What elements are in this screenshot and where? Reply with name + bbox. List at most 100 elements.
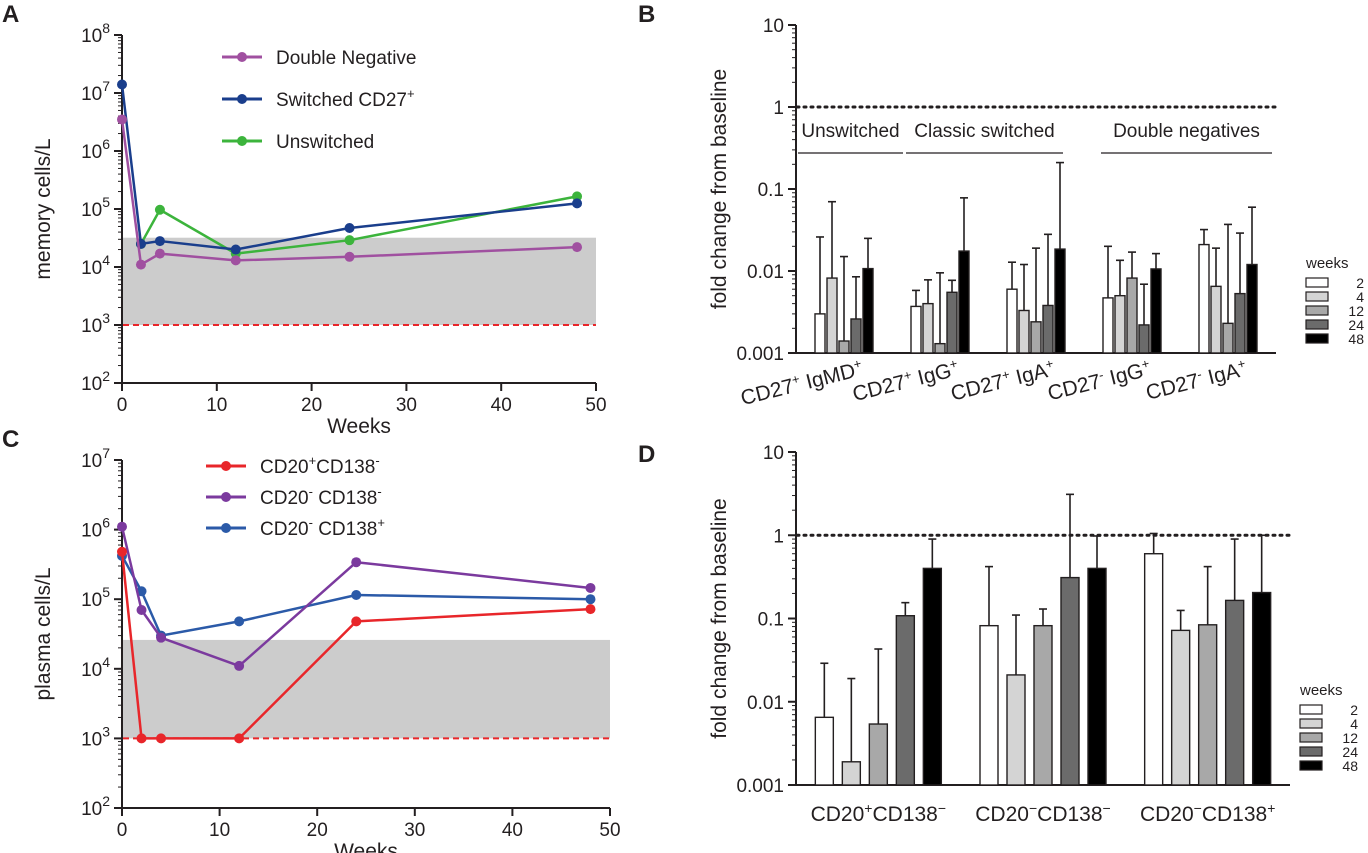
- legend-text-a: CD20: [260, 519, 309, 540]
- data-point: [154, 204, 165, 215]
- bar: [1170, 629, 1191, 786]
- y-tick-base: 10: [81, 374, 102, 395]
- category-sup: +: [902, 367, 913, 383]
- category-sup: +: [852, 356, 863, 372]
- y-tick-base: 10: [81, 660, 102, 681]
- x-category-label: CD20+CD138−: [811, 800, 946, 826]
- legend-label: 24: [1348, 317, 1364, 333]
- legend-text-sup: +: [407, 86, 415, 101]
- x-category-label: CD20−CD138+: [1140, 800, 1275, 826]
- data-point: [585, 582, 596, 593]
- y-tick-label: 0.01: [747, 262, 784, 283]
- y-tick-base: 10: [81, 316, 102, 337]
- data-point: [117, 521, 127, 532]
- y-tick-label: 10: [763, 16, 784, 37]
- bar: [1042, 304, 1054, 354]
- bar: [862, 267, 874, 354]
- legend-text-a: CD20: [260, 457, 309, 478]
- group-label: Classic switched: [914, 121, 1054, 142]
- category-sup: +: [1236, 356, 1247, 372]
- bar: [1102, 297, 1114, 354]
- data-point: [156, 632, 167, 643]
- bar: [1150, 268, 1162, 354]
- data-point: [117, 114, 127, 125]
- y-tick-exponent: 3: [102, 310, 110, 326]
- category-text-mid: IgG: [1102, 359, 1146, 391]
- bar: [1251, 591, 1272, 786]
- data-point: [156, 733, 167, 744]
- legend-swatch: [1299, 718, 1323, 729]
- legend-label: 12: [1342, 730, 1358, 746]
- y-tick-label: 0.01: [747, 693, 784, 714]
- legend-text-sup-b: -: [377, 484, 381, 499]
- legend-label: 4: [1356, 289, 1364, 305]
- x-tick-label: 20: [307, 820, 328, 841]
- legend-label: 48: [1348, 331, 1364, 347]
- data-point: [351, 616, 362, 627]
- data-point: [154, 236, 165, 247]
- bar: [1033, 624, 1053, 786]
- reference-band: [123, 639, 610, 739]
- y-tick-exponent: 4: [102, 252, 110, 268]
- y-tick-exponent: 2: [102, 368, 110, 384]
- bar: [1060, 576, 1080, 786]
- legend-marker: [237, 94, 247, 104]
- x-tick-label: 10: [206, 395, 227, 416]
- data-point: [585, 604, 596, 615]
- y-tick-base: 10: [81, 84, 102, 105]
- y-tick-label: 107: [81, 78, 110, 105]
- legend-text-b: CD138: [313, 519, 377, 540]
- y-tick-exponent: 6: [102, 136, 110, 152]
- x-tick-label: 10: [209, 820, 230, 841]
- data-point: [572, 242, 583, 253]
- bar: [826, 277, 838, 354]
- bar: [934, 342, 946, 354]
- data-point: [572, 191, 583, 202]
- legend-swatch: [1305, 319, 1329, 330]
- y-tick-label: 108: [81, 20, 110, 47]
- bar: [868, 723, 889, 786]
- data-point: [117, 79, 127, 90]
- y-tick-label: 1: [773, 526, 784, 547]
- y-tick-label: 102: [81, 793, 110, 820]
- x-tick-label: 50: [599, 820, 620, 841]
- category-text-mid: IgG: [910, 359, 954, 391]
- legend-swatch: [1305, 305, 1329, 316]
- data-point: [234, 733, 245, 744]
- bar: [1234, 292, 1246, 354]
- legend-text-sup-b: -: [375, 453, 379, 468]
- category-text: CD27: [850, 371, 908, 406]
- category-sup: +: [1044, 356, 1055, 372]
- bar: [1224, 599, 1245, 786]
- bar: [1114, 294, 1126, 354]
- category-sup: +: [1140, 356, 1151, 372]
- category-sup-a: −: [1194, 800, 1202, 816]
- y-axis-title: fold change from baseline: [708, 498, 731, 739]
- bar: [1087, 567, 1107, 786]
- y-tick-exponent: 7: [102, 78, 110, 94]
- y-tick-exponent: 5: [102, 194, 110, 210]
- x-tick-label: 20: [301, 395, 322, 416]
- category-text-mid: IgA: [1200, 359, 1242, 390]
- bar: [1246, 263, 1258, 354]
- y-tick-label: 104: [81, 252, 110, 279]
- category-text-b: CD138: [872, 803, 937, 826]
- legend-text-a: CD20: [260, 488, 309, 509]
- y-tick-exponent: 3: [102, 723, 110, 739]
- data-point: [136, 604, 147, 615]
- panel-b-bar-chart: 10 1 0.1 0.01 0.001 fold change from baseline…: [708, 16, 1364, 410]
- data-point: [136, 586, 147, 597]
- y-axis-title: memory cells/L: [32, 138, 55, 279]
- bar: [838, 340, 850, 354]
- bar: [814, 313, 826, 354]
- panel-label-a: A: [2, 1, 19, 28]
- x-tick-label: 0: [117, 395, 128, 416]
- bar: [814, 716, 835, 786]
- category-text: CD27: [1045, 370, 1103, 405]
- category-text-b: CD138: [1202, 803, 1267, 826]
- legend-marker: [221, 523, 231, 533]
- legend-text-main: Switched CD27: [276, 90, 407, 111]
- category-text-mid: IgMD: [798, 359, 858, 395]
- legend-label: 24: [1342, 744, 1358, 760]
